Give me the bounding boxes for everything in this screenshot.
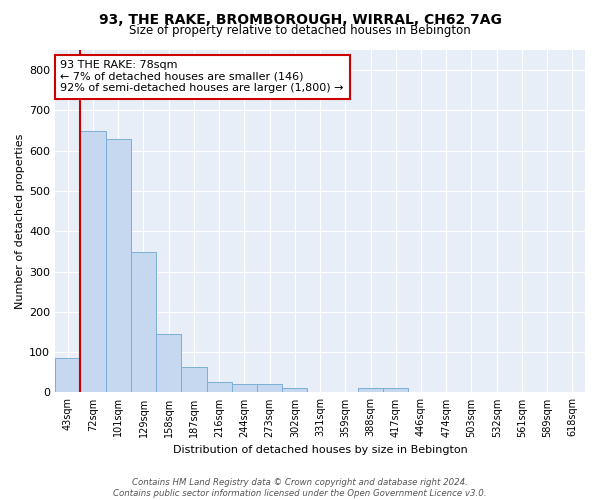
Bar (257, 384, 282, 392)
Bar (232, 384, 257, 392)
Bar (55, 358, 80, 392)
Text: Contains HM Land Registry data © Crown copyright and database right 2024.
Contai: Contains HM Land Registry data © Crown c… (113, 478, 487, 498)
Bar (181, 368, 206, 392)
Text: Size of property relative to detached houses in Bebington: Size of property relative to detached ho… (129, 24, 471, 37)
Bar (131, 252, 156, 392)
Bar (383, 388, 409, 392)
Y-axis label: Number of detached properties: Number of detached properties (15, 134, 25, 309)
Bar (106, 138, 131, 392)
Bar (80, 130, 106, 392)
Bar (156, 334, 181, 392)
Text: 93, THE RAKE, BROMBOROUGH, WIRRAL, CH62 7AG: 93, THE RAKE, BROMBOROUGH, WIRRAL, CH62 … (98, 12, 502, 26)
X-axis label: Distribution of detached houses by size in Bebington: Distribution of detached houses by size … (173, 445, 467, 455)
Text: 93 THE RAKE: 78sqm
← 7% of detached houses are smaller (146)
92% of semi-detache: 93 THE RAKE: 78sqm ← 7% of detached hous… (61, 60, 344, 94)
Bar (206, 382, 232, 392)
Bar (282, 388, 307, 392)
Bar (358, 388, 383, 392)
